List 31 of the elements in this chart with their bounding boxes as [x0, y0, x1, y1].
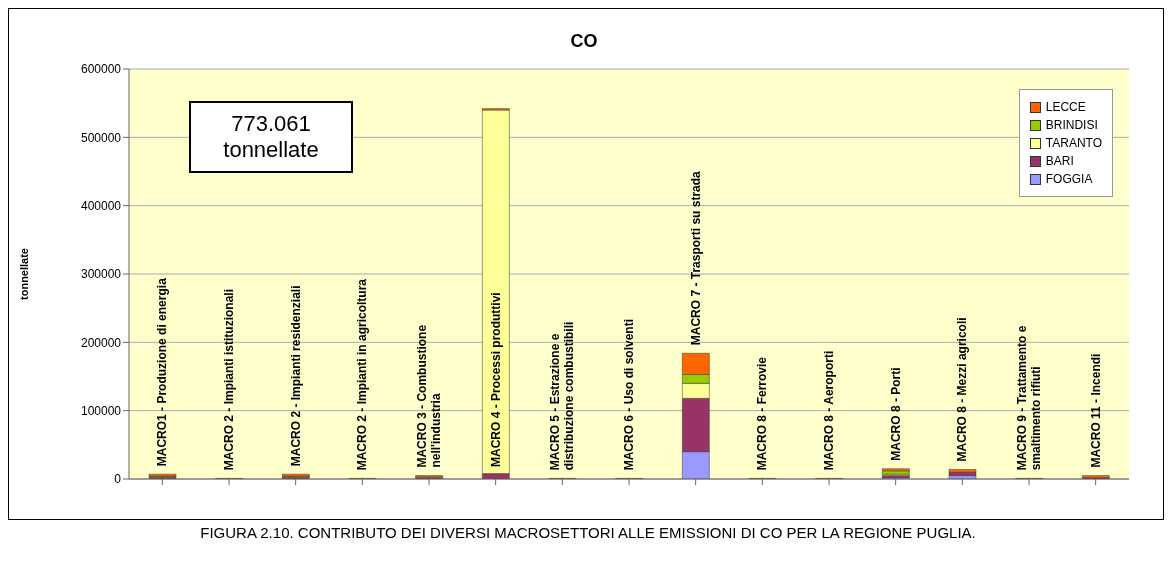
y-tick-label: 300000: [80, 267, 122, 282]
y-tick-label: 100000: [80, 403, 122, 418]
y-tick-label: 600000: [80, 62, 122, 77]
y-tick-label: 400000: [80, 198, 122, 213]
y-tick-label: 200000: [80, 335, 122, 350]
legend-label: FOGGIA: [1044, 172, 1094, 186]
x-tick-label: MACRO 6 - Uso di solventi: [622, 318, 636, 471]
x-tick-label: MACRO 8 - Mezzi agricoli: [955, 317, 970, 462]
x-tick-label: MACRO 3 - Combustione nell'industria: [415, 324, 443, 468]
text: FIGURA 2.10. CONTRIBUTO DEI DIVERSI MACROSETTORI ALLE EMISSIONI DI CO PER LA REGIONE PUGLIA.: [199, 524, 977, 541]
x-tick-label: MACRO 2 - Impianti in agricoltura: [355, 278, 370, 471]
x-tick-label: MACRO1 - Produzione di energia: [155, 277, 170, 467]
y-tick-label: 0: [114, 472, 122, 487]
x-tick-label: MACRO 8 - Aeroporti: [822, 350, 836, 471]
legend-label: TARANTO: [1044, 136, 1102, 150]
x-tick-label: MACRO 4 - Processi produttivi: [488, 292, 503, 467]
y-tick-label: 500000: [80, 130, 122, 145]
legend-label: BRINDISI: [1044, 118, 1099, 132]
x-tick-label: MACRO 2 - Impianti istituzionali: [222, 288, 236, 471]
annotation: 773.061 tonnellate: [189, 101, 353, 173]
x-tick-label: MACRO 7 - Trasporti su strada: [688, 170, 703, 346]
x-tick-label: MACRO 11 - Incendi: [1088, 353, 1103, 468]
x-tick-label: MACRO 8 - Porti: [888, 367, 903, 461]
x-tick-label: MACRO 8 - Ferrovie: [755, 356, 770, 471]
x-tick-label: MACRO 5 - Estrazione e distribuzione combustibili: [548, 321, 577, 471]
x-tick-label: MACRO 9 - Trattamento e smaltimento rifiuti: [1015, 325, 1043, 471]
legend-label: LECCE: [1044, 100, 1087, 114]
y-axis-title: tonnellate: [17, 248, 30, 300]
x-tick-label: MACRO 2 - Impianti residenziali: [288, 285, 303, 467]
chart-title: CO: [569, 31, 599, 52]
legend-label: BARI: [1044, 154, 1075, 168]
